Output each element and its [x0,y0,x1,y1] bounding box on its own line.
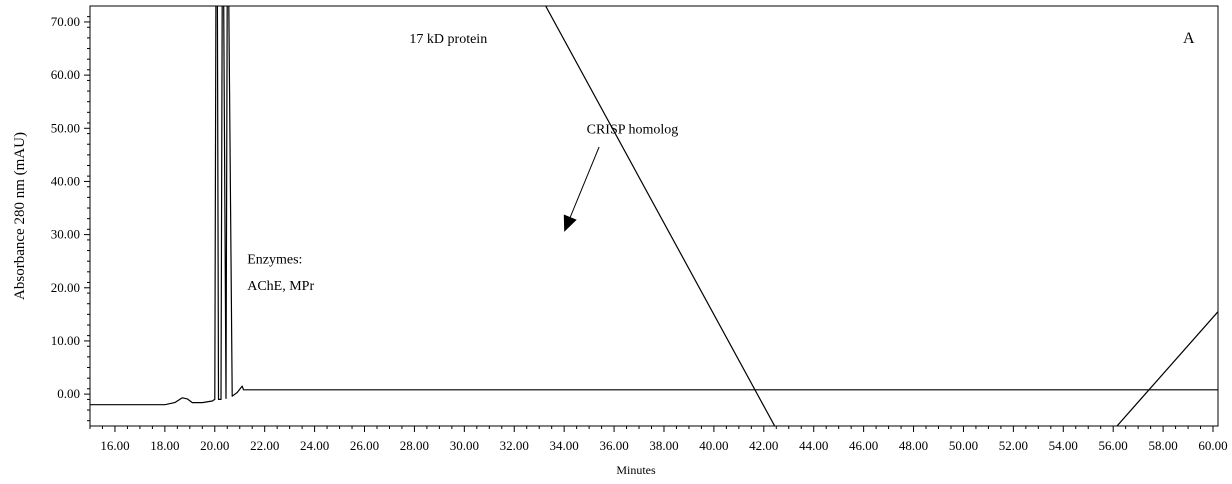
annotation-label: Enzymes: [247,252,302,267]
annotation-label: CRISP homolog [587,123,679,138]
series-line-3 [1116,311,1218,426]
series-line-1 [90,6,1218,406]
x-tick-label: 26.00 [350,438,379,453]
x-tick-label: 56.00 [1099,438,1128,453]
x-tick-label: 22.00 [250,438,279,453]
x-tick-label: 38.00 [649,438,678,453]
annotation-label: AChE, MPr [247,279,314,294]
x-tick-label: 48.00 [899,438,928,453]
x-tick-label: 16.00 [100,438,129,453]
y-tick-label: 40.00 [51,173,80,188]
x-tick-label: 42.00 [749,438,778,453]
x-tick-label: 30.00 [450,438,479,453]
y-tick-label: 70.00 [51,14,80,29]
x-tick-label: 44.00 [799,438,828,453]
annotation-label: 17 kD protein [409,32,487,47]
x-tick-label: 28.00 [400,438,429,453]
axes-layer: 16.00 18.00 20.00 22.00 24.00 26.00 28.00 30.00… [51,14,1228,453]
x-tick-label: 50.00 [949,438,978,453]
x-tick-label: 52.00 [999,438,1028,453]
annotations-layer: 17 kD protein CRISP homolog Enzymes: AChE, … [247,30,1195,294]
x-tick-label: 20.00 [200,438,229,453]
annotation-arrow-shaft [569,146,600,218]
x-axis-title: Minutes [616,463,656,477]
x-tick-label: 34.00 [550,438,579,453]
y-axis-title: Absorbance 280 nm (mAU) [12,132,28,300]
y-tick-label: 50.00 [51,120,80,135]
y-tick-label: 20.00 [51,280,80,295]
series-line-2 [544,6,776,426]
x-tick-label: 40.00 [699,438,728,453]
x-tick-label: 36.00 [599,438,628,453]
annotation-arrow-head [563,214,577,232]
x-tick-label: 24.00 [300,438,329,453]
x-tick-label: 18.00 [150,438,179,453]
x-tick-label: 32.00 [500,438,529,453]
y-tick-label: 30.00 [51,227,80,242]
x-tick-label: 54.00 [1049,438,1078,453]
y-tick-label: 0.00 [57,386,80,401]
x-tick-label: 60.00 [1198,438,1227,453]
y-tick-label: 60.00 [51,67,80,82]
panel-letter: A [1183,30,1195,47]
x-tick-label: 58.00 [1148,438,1177,453]
series-layer [90,6,1218,426]
x-tick-label: 46.00 [849,438,878,453]
plot-frame [89,5,1219,427]
y-tick-label: 10.00 [51,333,80,348]
